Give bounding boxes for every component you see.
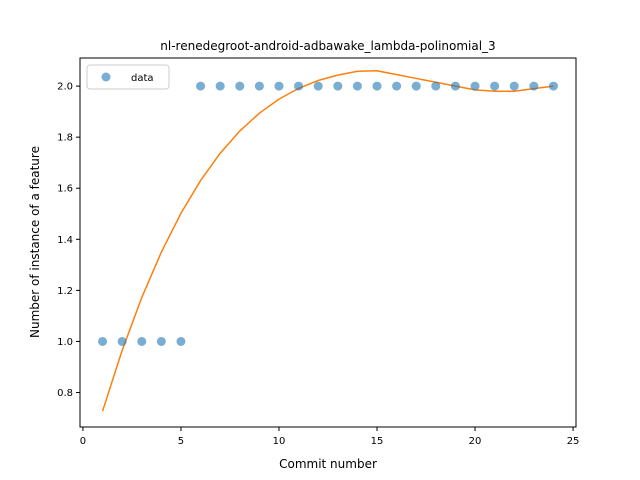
legend: data bbox=[86, 64, 170, 90]
y-tick-label: 1.2 bbox=[57, 286, 73, 297]
data-point bbox=[137, 336, 147, 346]
legend-label-data: data bbox=[131, 73, 154, 84]
data-point bbox=[392, 81, 402, 91]
data-point bbox=[98, 336, 108, 346]
data-point bbox=[196, 81, 206, 91]
data-point bbox=[274, 81, 284, 91]
y-axis-label: Number of instance of a feature bbox=[28, 146, 42, 338]
data-point bbox=[490, 81, 500, 91]
data-point bbox=[313, 81, 323, 91]
x-axis-label: Commit number bbox=[279, 457, 377, 471]
x-axis: 0 5 10 15 20 25 bbox=[80, 427, 580, 447]
data-point bbox=[215, 81, 225, 91]
data-point bbox=[450, 81, 460, 91]
x-tick-label: 5 bbox=[178, 436, 184, 447]
data-point bbox=[372, 81, 382, 91]
legend-box bbox=[86, 64, 170, 90]
data-point bbox=[470, 81, 480, 91]
data-point bbox=[294, 81, 304, 91]
y-tick-label: 1.6 bbox=[57, 184, 73, 195]
x-tick-label: 25 bbox=[567, 436, 580, 447]
y-tick-label: 1.4 bbox=[57, 235, 73, 246]
data-point bbox=[509, 81, 519, 91]
y-tick-label: 0.8 bbox=[57, 388, 73, 399]
x-tick-label: 10 bbox=[273, 436, 286, 447]
data-point bbox=[548, 81, 558, 91]
fit-line bbox=[101, 70, 554, 412]
data-point bbox=[156, 336, 166, 346]
data-point bbox=[529, 81, 539, 91]
y-tick-label: 1.8 bbox=[57, 133, 73, 144]
y-tick-label: 1.0 bbox=[57, 337, 73, 348]
x-tick-label: 20 bbox=[469, 436, 482, 447]
legend-marker-data bbox=[101, 72, 111, 82]
y-tick-label: 2.0 bbox=[57, 82, 73, 93]
x-tick-label: 15 bbox=[371, 436, 384, 447]
data-point bbox=[411, 81, 421, 91]
data-point bbox=[235, 81, 245, 91]
data-point bbox=[352, 81, 362, 91]
y-axis: 0.8 1.0 1.2 1.4 1.6 1.8 2.0 bbox=[57, 82, 80, 399]
plot-frame bbox=[79, 57, 577, 428]
chart-title: nl-renedegroot-android-adbawake_lambda-p… bbox=[160, 39, 495, 53]
data-point bbox=[254, 81, 264, 91]
data-point bbox=[333, 81, 343, 91]
plot-area bbox=[98, 70, 558, 412]
data-point bbox=[176, 336, 186, 346]
x-tick-label: 0 bbox=[80, 436, 86, 447]
data-point bbox=[117, 336, 127, 346]
data-point bbox=[431, 81, 441, 91]
